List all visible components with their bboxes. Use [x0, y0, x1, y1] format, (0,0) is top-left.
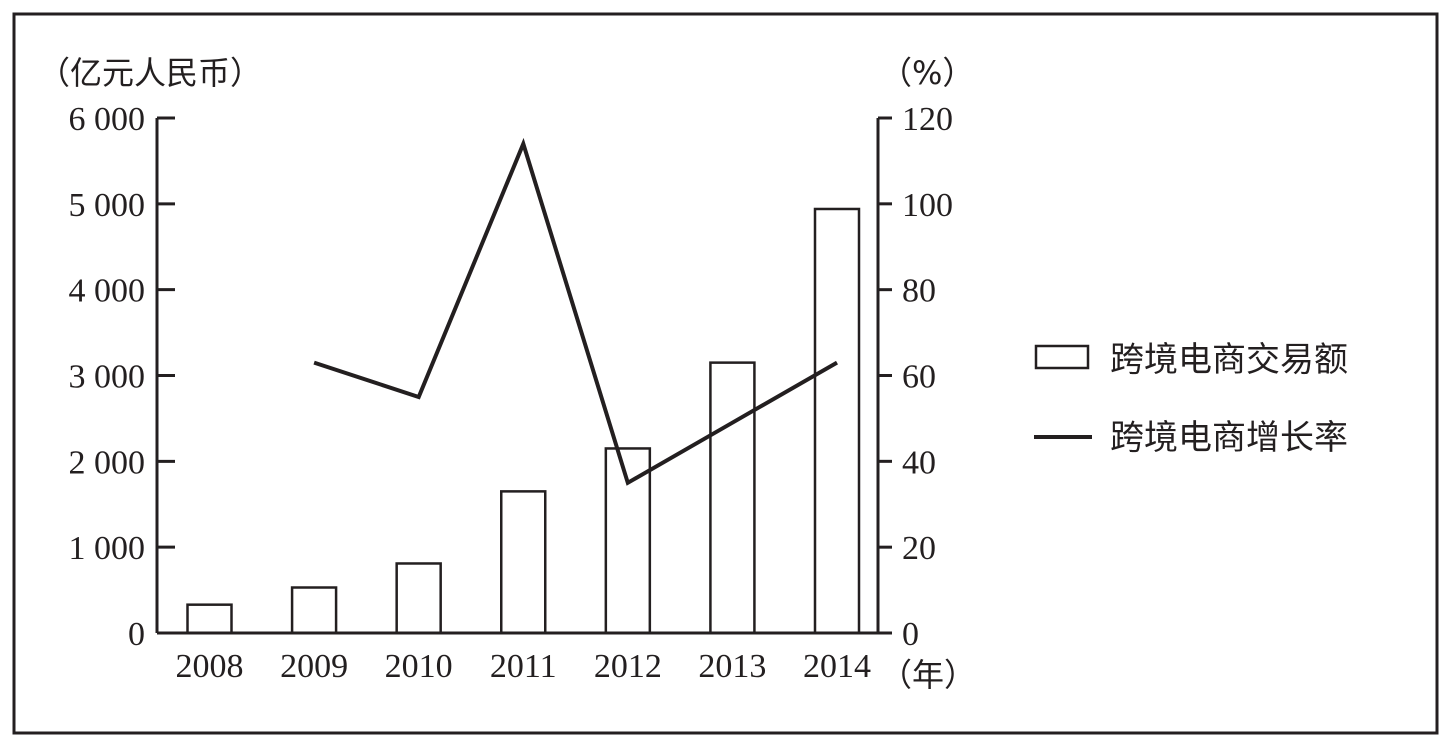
right-axis-unit-label: （%） — [880, 54, 974, 92]
right-axis-tick-label: 100 — [902, 187, 953, 224]
bar-2010 — [395, 562, 442, 635]
left-axis-tick-label: 5 000 — [69, 187, 146, 224]
right-axis-tick-label: 60 — [902, 359, 936, 396]
right-axis-tick-label: 40 — [902, 444, 936, 481]
x-axis-tick-label: 2010 — [385, 648, 453, 685]
x-axis-tick-label: 2009 — [280, 648, 348, 685]
bar-2011 — [500, 490, 547, 635]
right-axis-tick-label: 20 — [902, 530, 936, 567]
left-axis-tick-label: 4 000 — [69, 273, 146, 310]
x-axis-tick-label: 2008 — [176, 648, 244, 685]
legend: 跨境电商交易额 跨境电商增长率 — [1034, 340, 1348, 458]
x-axis-tick-label: 2011 — [490, 648, 557, 685]
left-axis-tick-label: 6 000 — [69, 101, 146, 138]
bar-2013 — [709, 361, 756, 635]
legend-label-bar: 跨境电商交易额 — [1110, 340, 1348, 380]
legend-label-line: 跨境电商增长率 — [1110, 418, 1348, 458]
x-axis-tick-label: 2014 — [803, 648, 871, 685]
right-axis-tick-label: 80 — [902, 273, 936, 310]
left-axis-unit-label: （亿元人民币） — [38, 54, 262, 92]
legend-swatch-bar — [1034, 344, 1090, 370]
left-axis-tick-label: 3 000 — [69, 359, 146, 396]
x-axis-tick-label: 2013 — [698, 648, 766, 685]
x-axis-tick-label: 2012 — [594, 648, 662, 685]
right-axis-tick-label: 0 — [902, 616, 919, 653]
left-axis-tick-label: 2 000 — [69, 444, 146, 481]
chart-frame — [12, 12, 1439, 735]
right-axis-tick-label: 120 — [902, 101, 953, 138]
bar-2008 — [186, 603, 233, 635]
growth-rate-line — [313, 137, 838, 486]
bar-2014 — [813, 207, 861, 635]
left-axis-tick-label: 0 — [128, 616, 145, 653]
x-axis-unit-label: （年） — [880, 656, 976, 694]
bar-2009 — [290, 586, 338, 635]
left-axis-tick-label: 1 000 — [69, 530, 146, 567]
